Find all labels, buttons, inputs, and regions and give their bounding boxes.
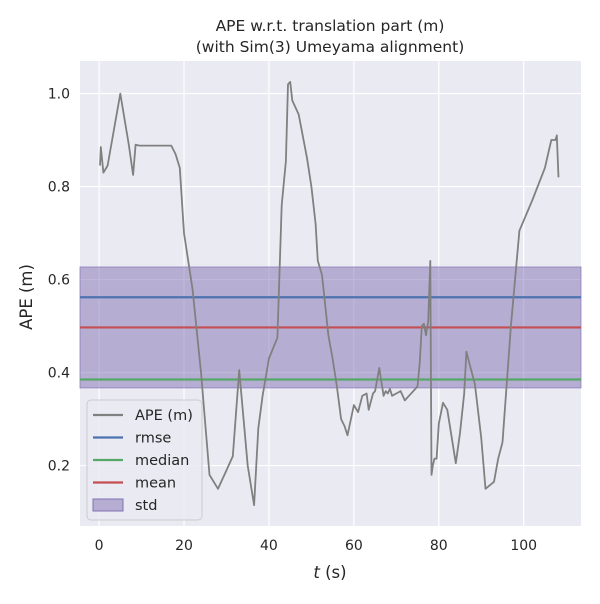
x-tick-label: 40 <box>260 538 278 554</box>
y-tick-label: 1.0 <box>48 87 70 103</box>
chart-title: APE w.r.t. translation part (m) <box>216 17 445 35</box>
x-tick-label: 20 <box>175 538 193 554</box>
legend-label: std <box>135 498 157 514</box>
y-tick-label: 0.8 <box>48 180 70 196</box>
legend: APE (m) rmse median mean std <box>86 399 203 521</box>
x-tick-label: 100 <box>510 538 537 554</box>
chart-subtitle: (with Sim(3) Umeyama alignment) <box>196 38 465 56</box>
y-tick-label: 0.6 <box>48 273 70 289</box>
y-axis-label: APE (m) <box>17 264 36 330</box>
ape-series-line <box>99 81 560 507</box>
legend-label: mean <box>135 476 176 492</box>
x-tick-label: 0 <box>95 538 104 554</box>
plot-area: 0 20 40 60 80 100 0.2 0.4 0.6 0.8 1.0 APE (m) rmse me… <box>48 61 582 554</box>
legend-swatch-std <box>92 498 124 512</box>
legend-label: rmse <box>135 431 171 447</box>
y-tick-label: 0.2 <box>48 459 70 475</box>
legend-box <box>86 399 203 521</box>
legend-label: APE (m) <box>135 408 193 424</box>
legend-label: median <box>135 453 189 469</box>
y-tick-label: 0.4 <box>48 366 70 382</box>
x-tick-label: 80 <box>430 538 448 554</box>
x-tick-label: 60 <box>345 538 363 554</box>
x-axis-label: t (s) <box>313 563 346 582</box>
